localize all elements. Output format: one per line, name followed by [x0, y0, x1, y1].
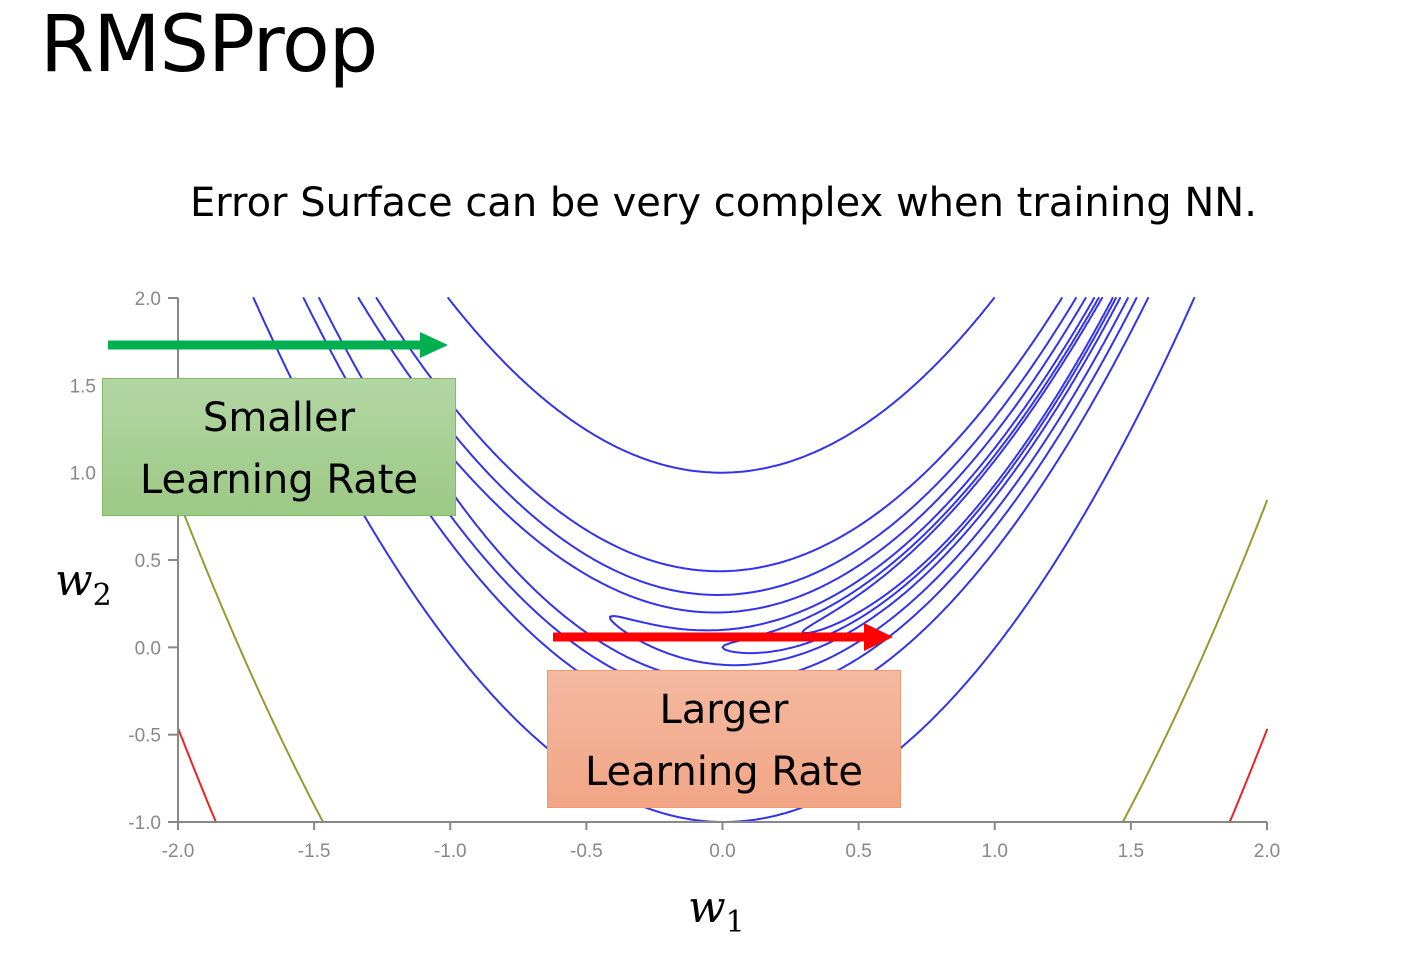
- y-tick-label: 0.5: [135, 551, 161, 572]
- x-tick-label: -0.5: [570, 841, 603, 862]
- contour-level-8: [177, 727, 1268, 823]
- y-tick-label: -1.0: [128, 813, 161, 834]
- x-tick-label: -2.0: [162, 841, 195, 862]
- y-tick-label: 2.0: [135, 289, 161, 310]
- x-axis-label: w1: [688, 882, 745, 940]
- smaller-learning-rate-box: Smaller Learning Rate: [102, 378, 456, 516]
- larger-learning-rate-box: Larger Learning Rate: [547, 670, 901, 808]
- red-arrow: [553, 623, 893, 651]
- y-tick-label: 0.0: [135, 638, 161, 659]
- y-tick-label: -0.5: [128, 726, 161, 747]
- x-tick-label: 0.5: [845, 841, 871, 862]
- y-axis-label-sub: 2: [92, 577, 112, 613]
- slide-subtitle: Error Surface can be very complex when t…: [190, 180, 1257, 226]
- x-axis-label-sub: 1: [725, 904, 745, 940]
- orange-box-line1: Larger: [659, 687, 789, 733]
- x-tick-label: 2.0: [1254, 841, 1280, 862]
- contour-level-7: [177, 497, 1268, 823]
- axes: -2.0 -1.5 -1.0 -0.5 0.0 0.5 1.0 1.5 2.0 -1.0 -0.5 0…: [70, 289, 1281, 862]
- green-box-line2: Learning Rate: [139, 457, 419, 503]
- slide-title: RMSProp: [40, 0, 378, 90]
- orange-box-line2: Learning Rate: [584, 749, 864, 795]
- green-box-line1: Smaller: [202, 395, 356, 441]
- x-axis-label-main: w: [688, 882, 726, 933]
- x-tick-label: 1.0: [982, 841, 1008, 862]
- green-arrow: [108, 332, 448, 358]
- y-tick-label: 1.5: [70, 376, 96, 397]
- contour-level-1: [721, 297, 1117, 655]
- contour-level-2: [609, 297, 1122, 667]
- y-tick-label: 1.0: [70, 464, 96, 485]
- x-tick-label: 0.0: [709, 841, 735, 862]
- x-tick-label: 1.5: [1118, 841, 1144, 862]
- x-tick-label: -1.0: [434, 841, 467, 862]
- x-tick-label: -1.5: [298, 841, 331, 862]
- y-axis-label-main: w: [55, 555, 93, 606]
- contour-level-0: [801, 297, 1114, 634]
- y-axis-label: w2: [55, 555, 112, 613]
